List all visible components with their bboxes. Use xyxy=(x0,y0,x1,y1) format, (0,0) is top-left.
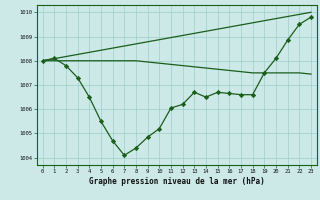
X-axis label: Graphe pression niveau de la mer (hPa): Graphe pression niveau de la mer (hPa) xyxy=(89,177,265,186)
